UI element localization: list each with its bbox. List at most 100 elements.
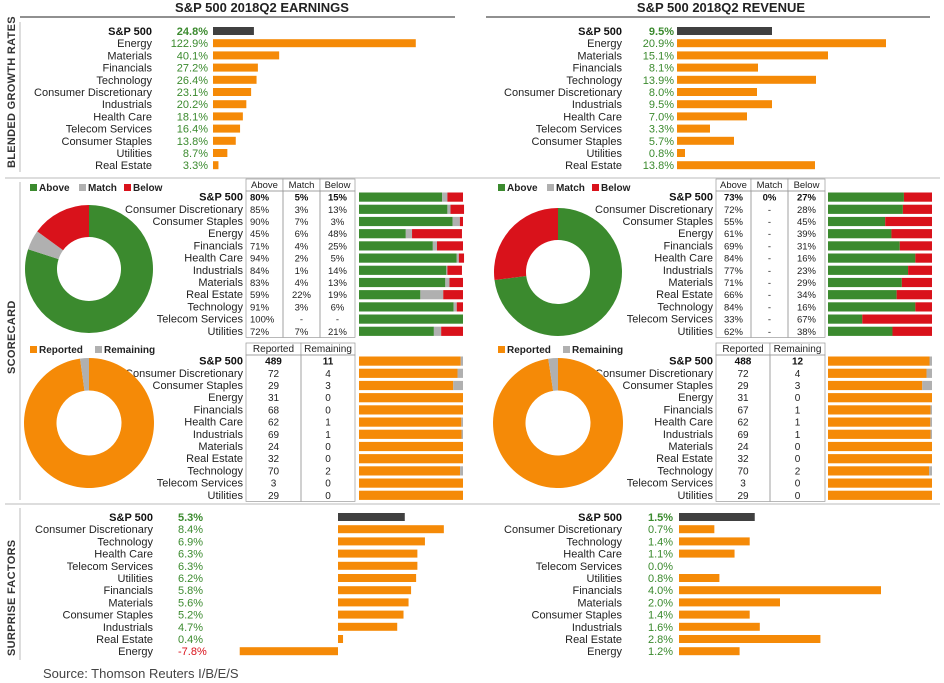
earnings_reported-col-frame-remaining [300,354,356,502]
earnings_surprise-chart: S&P 500 5.3% Consumer Discretionary 8.4% Tec… [35,512,444,658]
revenue_scorecard-match-s-p-500: 0% [763,193,777,204]
revenue_scorecard-below-health-care: 16% [797,254,817,265]
earnings_growth-value-energy: 122.9% [171,38,209,50]
earnings_scorecard-bar-consumer-discretionary-below [450,204,465,214]
earnings_growth-bar-consumer-discretionary [213,88,252,96]
earnings_reported-remaining-materials: 0 [325,442,331,453]
revenue_scorecard-label-energy: Energy [678,228,713,240]
earnings_growth-bar-s-p-500 [213,27,254,35]
revenue_reported-reported-telecom-services: 3 [740,479,746,490]
earnings_surprise-value-financials: 5.8% [178,585,203,597]
earnings_scorecard-match-energy: 6% [295,229,309,240]
revenue_reported-remaining-s-p-500: 12 [792,357,804,368]
revenue-scorecard-legend-above: Above [507,183,538,194]
revenue_surprise-bar-real-estate [679,635,821,643]
earnings_scorecard-below-health-care: 5% [331,254,345,265]
revenue-scorecard-legend-swatch-below [592,184,599,191]
earnings_scorecard-match-health-care: 2% [295,254,309,265]
earnings_scorecard-match-consumer-staples: 7% [295,217,309,228]
earnings_scorecard-above-consumer-discretionary: 85% [250,205,270,216]
earnings_scorecard-col-frame-below [319,190,356,338]
earnings_scorecard-bar-materials-below [449,277,463,288]
revenue_scorecard-match-materials: - [768,278,771,289]
revenue_reported-label-real-estate: Real Estate [656,453,713,465]
revenue_scorecard-bar-financials-above [828,241,900,251]
earnings_scorecard-below-energy: 48% [328,229,348,240]
revenue_surprise-bar-health-care [679,549,735,558]
earnings_growth-label-technology: Technology [96,75,152,87]
revenue_scorecard-bar-utilities-above [828,326,893,336]
revenue_reported-remaining-financials: 1 [795,405,801,416]
earnings_scorecard-below-consumer-discretionary: 13% [328,205,348,216]
revenue_growth-value-consumer-staples: 5.7% [649,136,674,148]
earnings_scorecard-above-materials: 83% [250,278,270,289]
earnings_growth-label-consumer-staples: Consumer Staples [62,136,153,148]
earnings_scorecard-label-materials: Materials [198,277,243,289]
revenue_growth-bar-real-estate [677,161,815,170]
earnings_growth-value-telecom-services: 16.4% [177,124,208,136]
earnings_reported-bar-health-care-remaining [461,417,463,427]
earnings_scorecard-above-industrials: 84% [250,266,270,277]
earnings_growth-bar-telecom-services [213,124,241,133]
revenue_reported-label-energy: Energy [678,392,713,404]
side-label-surprise: SURPRISE FACTORS [6,540,18,656]
revenue_growth-label-s-p-500: S&P 500 [578,26,622,38]
earnings_scorecard-above-utilities: 72% [250,327,270,338]
earnings_reported-reported-consumer-staples: 29 [268,381,280,392]
revenue_scorecard-below-utilities: 38% [797,327,817,338]
revenue_reported-reported-consumer-staples: 29 [737,381,749,392]
revenue_surprise-label-consumer-discretionary: Consumer Discretionary [504,524,622,536]
revenue_surprise-value-consumer-discretionary: 0.7% [648,524,673,536]
revenue_growth-value-materials: 15.1% [643,50,674,62]
revenue_growth-value-consumer-discretionary: 8.0% [649,87,674,99]
earnings_scorecard-bar-real-estate-above [359,290,421,300]
earnings_reported-remaining-health-care: 1 [325,418,331,429]
revenue_reported-bar-energy-reported [828,393,932,403]
earnings_reported-remaining-energy: 0 [325,393,331,404]
earnings_growth-value-real-estate: 3.3% [183,160,208,172]
revenue_reported-bar-health-care-remaining [930,417,932,427]
earnings_scorecard-match-industrials: 1% [295,266,309,277]
earnings_scorecard-bar-s-p-500-match [442,192,448,202]
earnings_reported-reported-utilities: 29 [268,491,280,502]
revenue_scorecard-below-technology: 16% [797,302,817,313]
earnings_surprise-value-health-care: 6.3% [178,549,203,561]
earnings_scorecard-above-financials: 71% [250,241,270,252]
earnings_surprise-label-technology: Technology [97,536,153,548]
earnings_reported-reported-real-estate: 32 [268,454,280,465]
earnings_surprise-bar-consumer-staples [338,610,404,619]
revenue_scorecard-bar-telecom-services-above [828,314,863,324]
revenue_scorecard-bar-health-care-above [828,253,916,263]
revenue_surprise-value-financials: 4.0% [648,585,673,597]
earnings_reported-bar-utilities-reported [359,490,463,500]
earnings-scorecard-donut [25,205,153,333]
earnings_growth-bar-utilities [213,149,228,157]
revenue_surprise-bar-industrials [679,622,760,631]
revenue_reported-reported-utilities: 29 [737,491,749,502]
earnings_scorecard-bar-consumer-staples-below [459,216,463,227]
revenue_reported-remaining-utilities: 0 [795,491,801,502]
earnings_reported-bar-technology-reported [359,466,461,476]
revenue_scorecard-bar-industrials-below [908,265,932,275]
earnings_scorecard-match-s-p-500: 5% [295,193,309,204]
revenue_growth-label-telecom-services: Telecom Services [536,124,623,136]
revenue-reported-legend-swatch-reported [498,346,505,353]
earnings_scorecard-label-technology: Technology [187,301,243,313]
revenue_reported-reported-consumer-discretionary: 72 [737,369,749,380]
revenue_growth-label-real-estate: Real Estate [565,160,622,172]
earnings_reported-label-materials: Materials [198,441,243,453]
revenue_reported-reported-s-p-500: 488 [735,357,752,368]
revenue_surprise-value-energy: 1.2% [648,646,673,658]
earnings_reported-reported-industrials: 69 [268,430,280,441]
revenue_reported-reported-technology: 70 [737,466,749,477]
earnings_reported-label-real-estate: Real Estate [186,453,243,465]
revenue_reported-remaining-telecom-services: 0 [795,479,801,490]
revenue_growth-bar-health-care [677,112,747,121]
revenue_scorecard-match-energy: - [768,229,771,240]
revenue_reported-bar-financials-remaining [930,405,932,415]
revenue_scorecard-match-real-estate: - [768,290,771,301]
earnings_growth-label-s-p-500: S&P 500 [108,26,152,38]
revenue_surprise-bar-consumer-staples [679,610,750,619]
revenue_growth-bar-consumer-discretionary [677,88,757,96]
